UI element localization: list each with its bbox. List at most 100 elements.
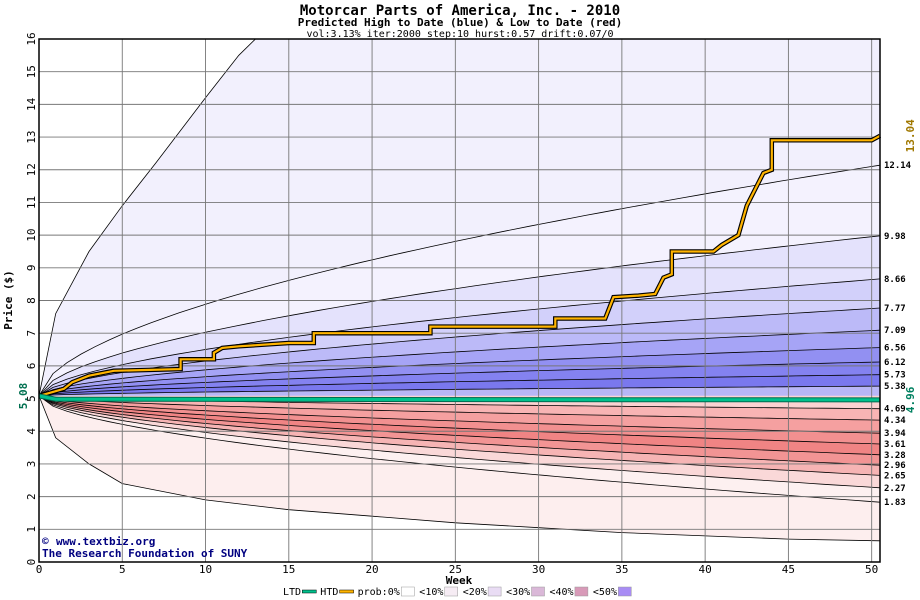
credit-url: www.textbiz.org xyxy=(56,535,155,548)
right-band-label: 1.83 xyxy=(884,498,906,508)
y-tick-label: 2 xyxy=(25,493,38,500)
legend-color-swatch xyxy=(618,586,632,597)
low-band-5 xyxy=(39,395,880,455)
x-tick-label: 15 xyxy=(282,563,295,576)
y-tick-label: 4 xyxy=(25,428,38,435)
right-band-label: 2.65 xyxy=(884,471,906,481)
high-band-4 xyxy=(39,308,880,396)
high-band-edge-8 xyxy=(38,374,881,397)
low-band-6 xyxy=(39,395,880,466)
y-tick-label: 8 xyxy=(25,297,38,304)
right-band-label: 7.77 xyxy=(884,304,906,314)
high-band-8 xyxy=(39,374,880,396)
right-band-label: 5.73 xyxy=(884,371,906,381)
y-axis-label: Price ($) xyxy=(2,270,15,330)
high-band-edge-9 xyxy=(38,385,881,397)
legend-item-label: <20% xyxy=(463,587,487,598)
x-tick-label: 40 xyxy=(699,563,712,576)
ltd-end-label: 4.96 xyxy=(904,386,917,413)
right-band-label: 3.61 xyxy=(884,440,906,450)
legend-line-swatch xyxy=(302,589,317,594)
legend-item-label: <40% xyxy=(550,587,574,598)
y-tick-label: 3 xyxy=(25,461,38,468)
y-tick-label: 6 xyxy=(25,363,38,370)
low-band-edge-5 xyxy=(38,395,881,456)
legend-color-swatch xyxy=(531,586,545,597)
x-tick-label: 25 xyxy=(449,563,462,576)
htd-line xyxy=(38,134,881,397)
x-tick-label: 10 xyxy=(199,563,212,576)
right-band-label: 9.98 xyxy=(884,232,906,242)
chart-title: Motorcar Parts of America, Inc. - 2010 xyxy=(300,3,620,19)
legend-line-swatch xyxy=(339,589,354,594)
low-band-8 xyxy=(39,395,880,488)
y-tick-label: 10 xyxy=(25,229,38,242)
high-band-7 xyxy=(39,362,880,396)
credit-org: The Research Foundation of SUNY xyxy=(42,547,248,560)
ltd-line xyxy=(38,394,881,402)
right-band-label: 3.28 xyxy=(884,451,906,461)
high-band-1 xyxy=(39,165,880,396)
low-band-edge-3 xyxy=(38,395,881,434)
y-tick-label: 11 xyxy=(25,196,38,209)
y-tick-label: 12 xyxy=(25,163,38,176)
low-band-edge-8 xyxy=(38,395,881,489)
high-band-3 xyxy=(39,278,880,396)
y-tick-label: 5 xyxy=(25,395,38,402)
y-tick-label: 1 xyxy=(25,526,38,533)
x-tick-label: 45 xyxy=(782,563,795,576)
label-layer: 0 5 10 15 20 25 30 35 40 45 5001234567891011121314… xyxy=(17,32,917,576)
x-axis-label: Week xyxy=(446,574,473,587)
legend-item-label: <10% xyxy=(419,587,443,598)
x-tick-label: 20 xyxy=(365,563,378,576)
plot-frame xyxy=(38,38,881,563)
legend-color-swatch xyxy=(487,586,502,597)
x-tick-label: 0 xyxy=(36,563,43,576)
axes xyxy=(38,38,881,563)
low-band-edge-7 xyxy=(38,395,881,476)
high-band-edge-6 xyxy=(38,347,881,397)
low-band-edge-6 xyxy=(38,395,881,466)
x-tick-label: 5 xyxy=(119,563,126,576)
right-band-label: 6.12 xyxy=(884,358,906,368)
legend-item-label: HTD xyxy=(320,587,338,598)
credits: © www.textbiz.org The Research Foundatio… xyxy=(42,535,248,560)
high-band-6 xyxy=(39,347,880,396)
low-band-edge-2 xyxy=(38,395,881,421)
extreme-high-line xyxy=(38,38,256,396)
y-tick-label: 7 xyxy=(25,330,38,337)
right-band-label: 3.94 xyxy=(884,429,906,439)
low-band-3 xyxy=(39,395,880,434)
low-band-7 xyxy=(39,395,880,476)
y-tick-label: 16 xyxy=(25,32,38,45)
right-band-label: 5.38 xyxy=(884,382,906,392)
copyright-icon: © xyxy=(42,535,49,548)
high-band-edge-7 xyxy=(38,361,881,397)
low-band-edge-9 xyxy=(38,395,881,503)
high-band-edge-1 xyxy=(38,164,881,397)
right-band-label: 4.69 xyxy=(884,405,906,415)
chart-params: vol:3.13% iter:2000 step:10 hurst:0.57 d… xyxy=(306,29,613,40)
high-band-edge-5 xyxy=(38,329,881,397)
x-tick-label: 50 xyxy=(865,563,878,576)
low-band-4 xyxy=(39,395,880,444)
legend-color-swatch xyxy=(401,586,415,597)
high-band-9 xyxy=(39,386,880,396)
start-price-label: 5.08 xyxy=(17,383,30,410)
extreme-low-band xyxy=(39,395,880,541)
right-band-label: 8.66 xyxy=(884,275,906,285)
high-band-edge-2 xyxy=(38,235,881,397)
legend: LTD HTD prob:0% <10% <20% <30% <40% <50% xyxy=(283,586,632,598)
legend-color-swatch xyxy=(574,586,589,597)
low-band-edge-4 xyxy=(38,395,881,445)
legend-color-swatch xyxy=(444,586,458,597)
y-tick-label: 9 xyxy=(25,265,38,272)
right-band-label: 4.34 xyxy=(884,416,906,426)
legend-item-label: prob:0% xyxy=(358,587,400,598)
low-band-9 xyxy=(39,395,880,503)
htd-end-label: 13.04 xyxy=(904,119,917,152)
right-band-label: 12.14 xyxy=(884,161,912,171)
legend-item-label: LTD xyxy=(283,587,301,598)
legend-item-label: <50% xyxy=(593,587,617,598)
